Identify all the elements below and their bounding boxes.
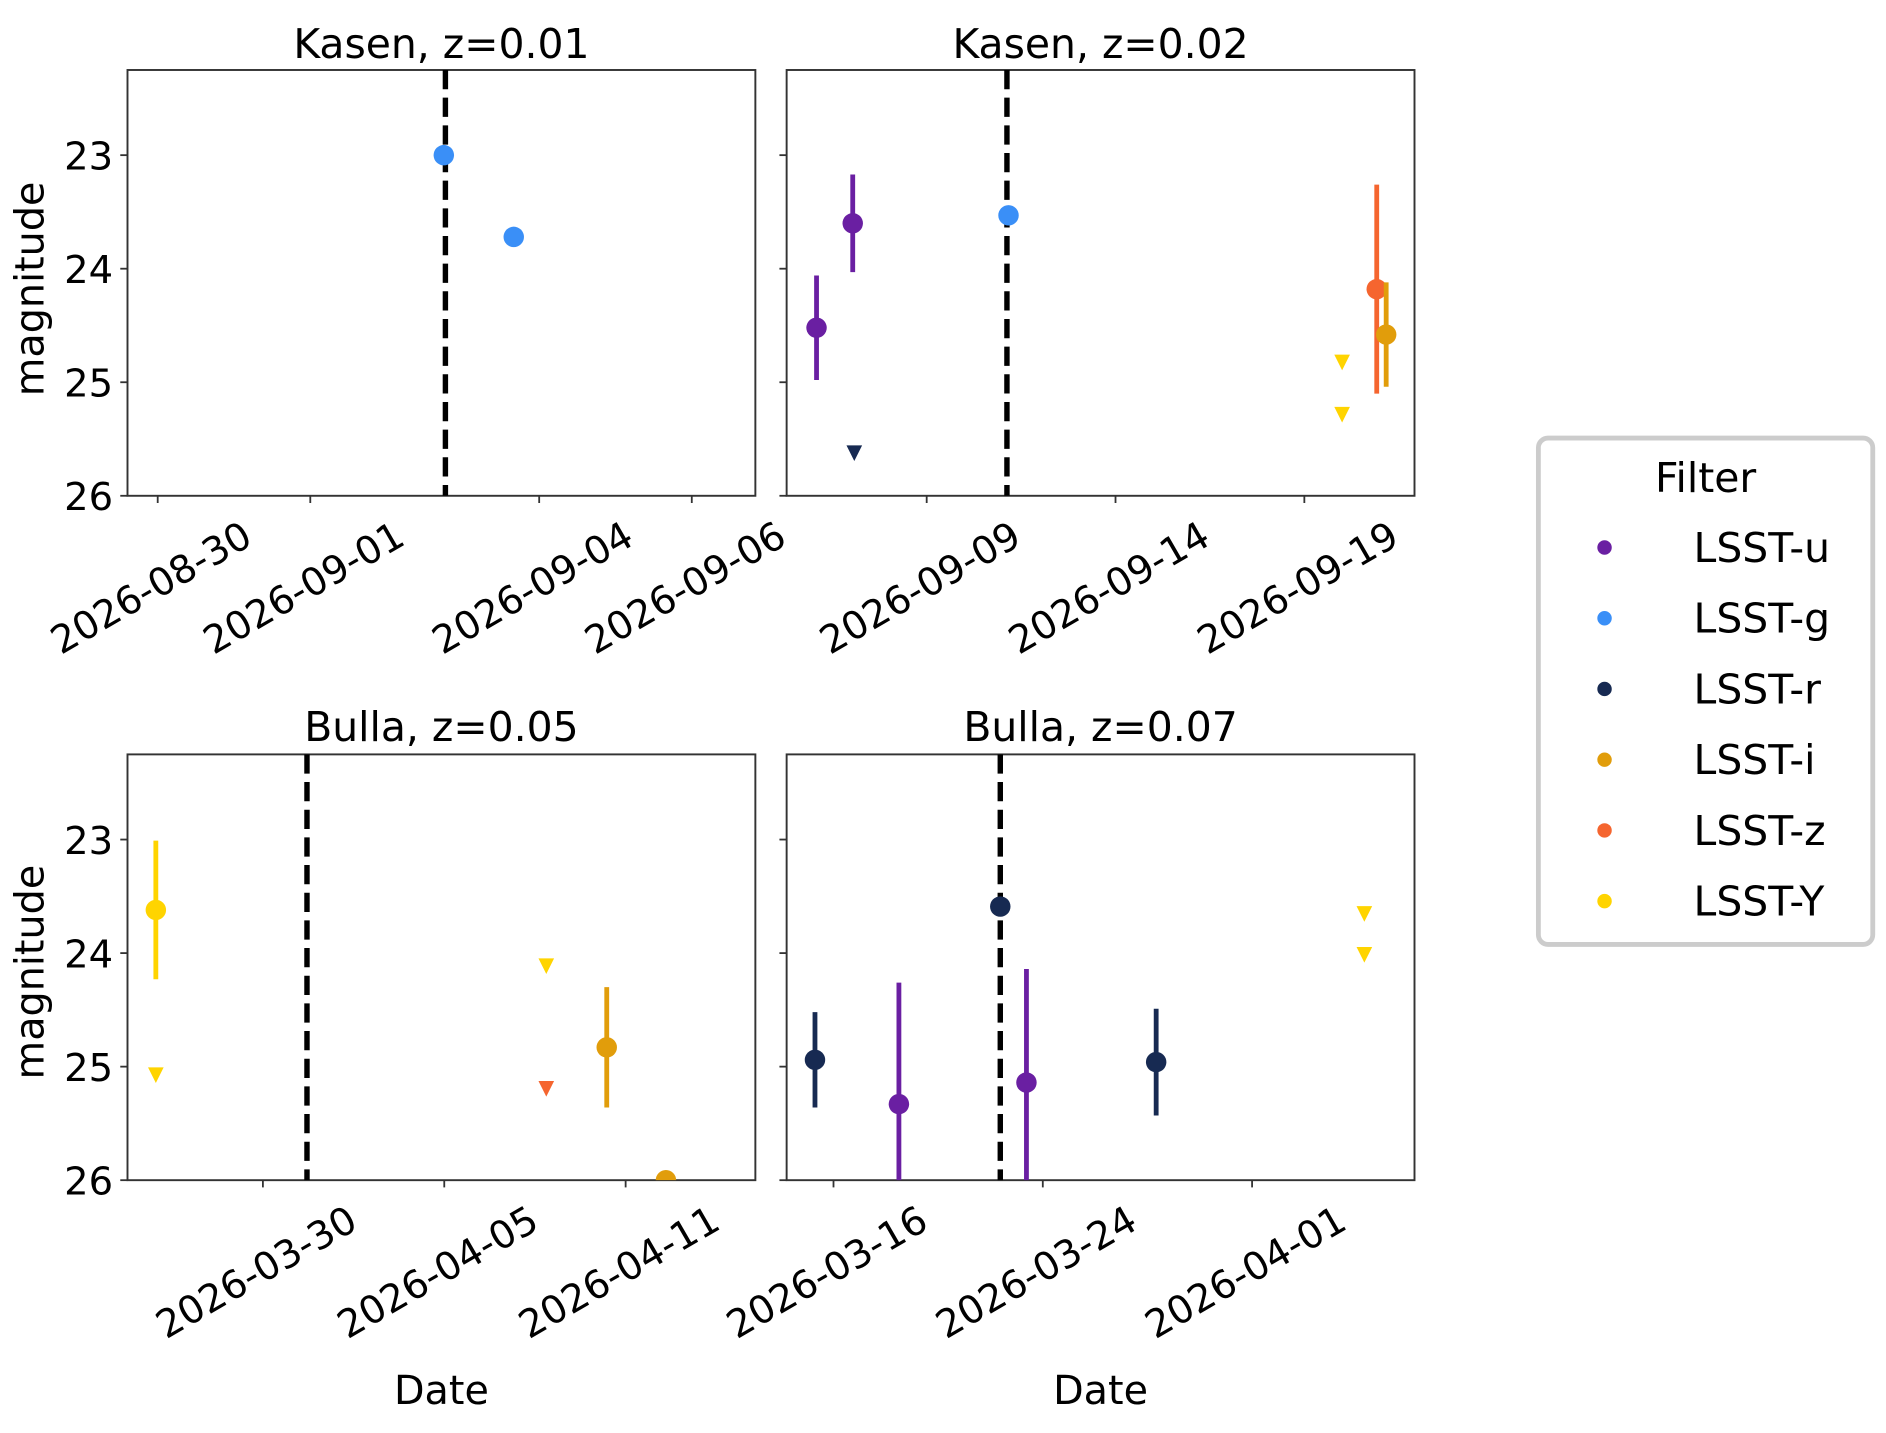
legend-entries: LSST-u LSST-g LSST-r LSST-i LSST-z LSST-Y bbox=[1597, 524, 1830, 926]
plot-frame bbox=[785, 753, 1416, 1182]
lsst-r-point bbox=[804, 1049, 826, 1071]
lsst-y-upper-limit bbox=[1356, 906, 1373, 922]
data-points bbox=[806, 174, 1397, 462]
legend-marker bbox=[1597, 681, 1612, 697]
lsst-g-point bbox=[998, 205, 1019, 226]
lsst-i-point bbox=[1375, 324, 1397, 345]
legend-frame bbox=[1535, 435, 1876, 947]
y-axis-label-bottom: magnitude bbox=[7, 865, 53, 1080]
x-tick-label: 2026-04-05 bbox=[330, 1197, 546, 1348]
y-tick-label: 25 bbox=[64, 1046, 113, 1091]
y-tick-label: 26 bbox=[64, 1160, 113, 1205]
lsst-y-upper-limit bbox=[1356, 947, 1373, 963]
legend-label: LSST-i bbox=[1694, 736, 1816, 784]
lsst-u-point bbox=[1016, 1072, 1037, 1093]
plot-frame bbox=[126, 69, 757, 497]
plot-frame bbox=[126, 753, 757, 1182]
legend-label: LSST-z bbox=[1694, 807, 1826, 855]
legend-label: LSST-Y bbox=[1694, 878, 1826, 926]
lsst-z-upper-limit bbox=[538, 1080, 555, 1097]
legend-marker bbox=[1597, 893, 1612, 909]
legend: Filter LSST-uLSST-gLSST-rLSST-iLSST-zLSS… bbox=[1535, 435, 1876, 947]
lsst-u-point bbox=[888, 1093, 910, 1115]
panel-title-2: Bulla, z=0.05 bbox=[304, 703, 578, 751]
lsst-i-point bbox=[596, 1037, 617, 1058]
legend-entry-lsst-y: LSST-Y bbox=[1597, 878, 1825, 926]
panel-title-1: Kasen, z=0.02 bbox=[952, 20, 1248, 68]
lsst-z-point bbox=[1366, 278, 1387, 300]
data-points bbox=[804, 896, 1373, 1181]
legend-label: LSST-g bbox=[1694, 595, 1831, 643]
legend-marker bbox=[1597, 752, 1612, 767]
x-tick-label: 2026-09-14 bbox=[1001, 513, 1217, 664]
x-axis-label-right: Date bbox=[1053, 1368, 1148, 1414]
legend-entry-lsst-u: LSST-u bbox=[1597, 524, 1830, 572]
x-tick-label: 2026-04-01 bbox=[1138, 1197, 1354, 1348]
x-tick-label: 2026-09-19 bbox=[1190, 513, 1406, 664]
legend-title: Filter bbox=[1655, 454, 1756, 502]
legend-label: LSST-r bbox=[1694, 665, 1822, 713]
legend-label: LSST-u bbox=[1694, 524, 1831, 572]
x-axis-label-left: Date bbox=[394, 1368, 489, 1414]
panel-title-3: Bulla, z=0.07 bbox=[963, 703, 1237, 751]
x-tick-label: 2026-04-11 bbox=[511, 1197, 727, 1348]
legend-entry-lsst-g: LSST-g bbox=[1597, 595, 1830, 643]
y-tick-label: 26 bbox=[64, 475, 113, 520]
y-tick-label: 23 bbox=[64, 135, 113, 180]
y-tick-label: 25 bbox=[64, 362, 113, 407]
lsst-u-point bbox=[842, 213, 863, 234]
data-points bbox=[433, 144, 524, 248]
lsst-y-upper-limit bbox=[538, 958, 555, 975]
lsst-g-point bbox=[433, 144, 455, 166]
lsst-y-point bbox=[145, 899, 167, 921]
legend-marker bbox=[1597, 540, 1612, 555]
plot-frame bbox=[785, 69, 1416, 497]
x-tick-label: 2026-03-24 bbox=[928, 1197, 1144, 1348]
legend-entry-lsst-r: LSST-r bbox=[1597, 665, 1821, 713]
lsst-y-upper-limit bbox=[1334, 406, 1350, 423]
lsst-r-point bbox=[990, 896, 1011, 917]
x-tick-label: 2026-09-09 bbox=[812, 513, 1028, 664]
y-axis-label-top: magnitude bbox=[7, 182, 53, 397]
y-tick-label: 24 bbox=[64, 933, 113, 978]
lsst-r-point bbox=[1145, 1051, 1167, 1073]
y-tick-label: 23 bbox=[64, 819, 113, 864]
x-tick-label: 2026-03-30 bbox=[149, 1197, 365, 1348]
lsst-i-point bbox=[655, 1169, 677, 1181]
legend-marker bbox=[1597, 823, 1612, 838]
legend-entry-lsst-z: LSST-z bbox=[1597, 807, 1826, 855]
legend-marker bbox=[1597, 611, 1612, 626]
lsst-g-point bbox=[503, 226, 524, 248]
lsst-u-point bbox=[806, 317, 827, 338]
data-points bbox=[145, 840, 677, 1181]
panel-title-0: Kasen, z=0.01 bbox=[293, 20, 589, 68]
legend-entry-lsst-i: LSST-i bbox=[1597, 736, 1816, 784]
lsst-y-upper-limit bbox=[1334, 354, 1350, 371]
y-tick-label: 24 bbox=[64, 248, 113, 293]
x-tick-label: 2026-03-16 bbox=[719, 1197, 935, 1348]
lsst-r-upper-limit bbox=[846, 445, 863, 462]
lsst-y-upper-limit bbox=[148, 1067, 164, 1084]
